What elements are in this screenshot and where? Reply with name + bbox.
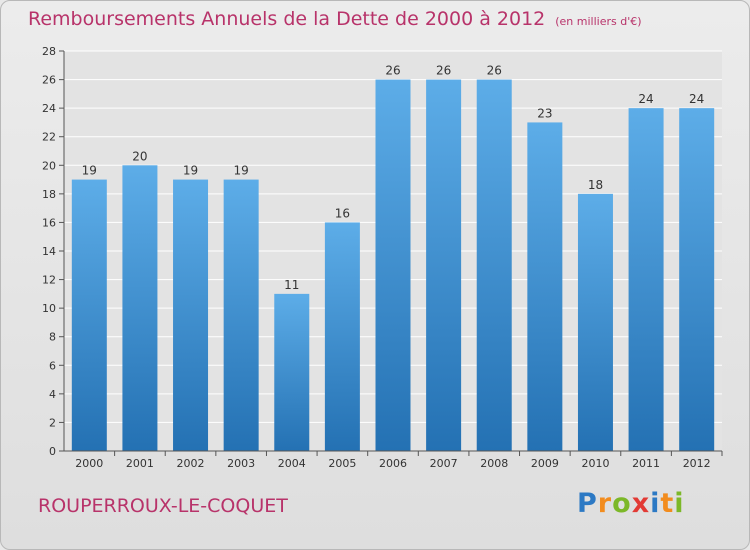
chart-title-text: Remboursements Annuels de la Dette de 20… xyxy=(28,8,546,30)
logo-letter: r xyxy=(597,488,613,519)
y-tick-label: 10 xyxy=(42,302,56,315)
bar-2011 xyxy=(628,108,664,452)
commune-name: ROUPERROUX-LE-COQUET xyxy=(38,495,288,517)
logo-letter: i xyxy=(650,488,661,519)
data-label: 19 xyxy=(82,164,97,178)
bar-2010 xyxy=(577,193,613,451)
y-tick-label: 18 xyxy=(42,188,56,201)
data-label: 20 xyxy=(132,149,147,163)
logo-letter: o xyxy=(612,488,632,519)
logo-letter: x xyxy=(631,488,651,519)
x-tick-label: 2010 xyxy=(581,457,609,470)
bar-2002 xyxy=(173,179,209,452)
bar-2009 xyxy=(527,122,563,451)
y-tick-label: 28 xyxy=(42,45,56,58)
chart-title: Remboursements Annuels de la Dette de 20… xyxy=(28,8,642,30)
y-tick-label: 4 xyxy=(49,388,56,401)
data-label: 26 xyxy=(487,64,502,78)
bar-2007 xyxy=(426,79,462,452)
bar-2004 xyxy=(274,293,310,451)
bar-2012 xyxy=(679,108,715,452)
data-label: 24 xyxy=(689,92,704,106)
x-tick-label: 2003 xyxy=(227,457,255,470)
x-tick-label: 2000 xyxy=(75,457,103,470)
bar-2001 xyxy=(122,165,158,452)
x-tick-label: 2001 xyxy=(126,457,154,470)
bar-2005 xyxy=(324,222,360,451)
y-tick-label: 8 xyxy=(49,331,56,344)
y-tick-label: 12 xyxy=(42,274,56,287)
x-tick-label: 2002 xyxy=(177,457,205,470)
y-tick-label: 0 xyxy=(49,445,56,458)
bar-2006 xyxy=(375,79,411,452)
y-tick-label: 26 xyxy=(42,74,56,87)
y-tick-label: 24 xyxy=(42,102,56,115)
data-label: 26 xyxy=(385,64,400,78)
data-label: 19 xyxy=(234,164,249,178)
y-tick-label: 2 xyxy=(49,416,56,429)
logo-letter: P xyxy=(577,488,598,519)
bar-2000 xyxy=(71,179,107,452)
x-tick-label: 2011 xyxy=(632,457,660,470)
data-label: 18 xyxy=(588,178,603,192)
y-tick-label: 14 xyxy=(42,245,56,258)
bar-2008 xyxy=(476,79,512,452)
x-tick-label: 2006 xyxy=(379,457,407,470)
y-tick-label: 16 xyxy=(42,216,56,229)
x-tick-label: 2004 xyxy=(278,457,306,470)
bar-2003 xyxy=(223,179,259,452)
data-label: 23 xyxy=(537,106,552,120)
chart-unit: (en milliers d'€) xyxy=(555,15,642,28)
proxiti-logo: Proxiti xyxy=(577,488,685,519)
data-label: 24 xyxy=(638,92,653,106)
y-tick-label: 20 xyxy=(42,159,56,172)
y-tick-label: 22 xyxy=(42,131,56,144)
x-tick-label: 2007 xyxy=(430,457,458,470)
logo-letter: t xyxy=(660,488,675,519)
data-label: 19 xyxy=(183,164,198,178)
data-label: 11 xyxy=(284,278,299,292)
x-tick-label: 2012 xyxy=(683,457,711,470)
x-tick-label: 2008 xyxy=(480,457,508,470)
logo-letter: i xyxy=(674,488,685,519)
x-tick-label: 2009 xyxy=(531,457,559,470)
y-tick-label: 6 xyxy=(49,359,56,372)
data-label: 16 xyxy=(335,206,350,220)
x-tick-label: 2005 xyxy=(328,457,356,470)
data-label: 26 xyxy=(436,64,451,78)
